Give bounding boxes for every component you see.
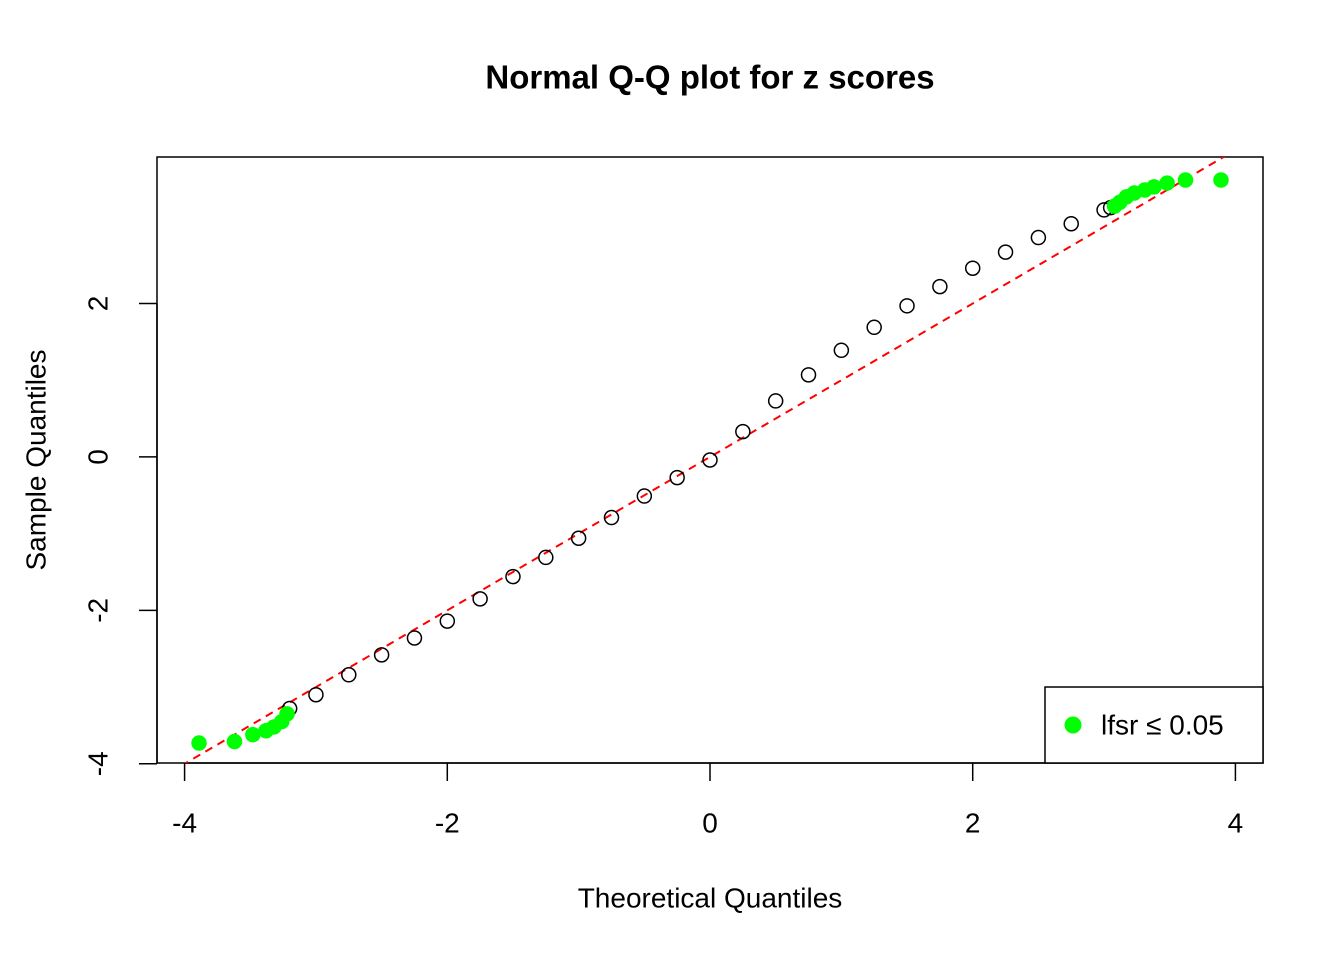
- x-tick-label: 4: [1228, 807, 1244, 838]
- point: [932, 278, 948, 295]
- y-axis-label: Sample Quantiles: [20, 349, 51, 570]
- plot-frame: [156, 156, 1264, 764]
- point: [538, 549, 554, 566]
- chart-title: Normal Q-Q plot for z scores: [485, 59, 934, 96]
- point: [636, 488, 653, 504]
- point: [603, 509, 620, 526]
- point: [308, 686, 324, 703]
- point: [373, 647, 390, 663]
- x-tick-label: 0: [702, 807, 718, 838]
- y-tick-label: 2: [82, 296, 113, 312]
- point: [1177, 172, 1194, 188]
- point: [191, 735, 207, 751]
- point: [245, 726, 261, 743]
- y-tick-label: -2: [82, 598, 113, 623]
- point: [702, 452, 718, 468]
- point: [669, 469, 685, 486]
- point: [226, 733, 243, 750]
- reference-line: [183, 157, 1226, 763]
- point: [866, 319, 882, 336]
- point: [341, 667, 357, 683]
- legend-marker: [1064, 716, 1082, 734]
- point: [800, 367, 817, 383]
- point: [833, 342, 850, 359]
- point: [1030, 229, 1047, 246]
- x-tick-label: 2: [965, 807, 981, 838]
- point: [406, 630, 423, 646]
- point: [735, 423, 751, 440]
- point: [570, 530, 587, 546]
- y-tick-label: -4: [82, 751, 113, 776]
- point: [899, 298, 915, 314]
- point: [505, 568, 521, 585]
- x-tick-label: -2: [435, 807, 460, 838]
- x-tick-label: -4: [172, 807, 197, 838]
- point: [1146, 179, 1162, 195]
- legend-label: lfsr ≤ 0.05: [1101, 709, 1224, 740]
- point: [964, 260, 981, 276]
- point: [472, 591, 488, 607]
- x-axis-label: Theoretical Quantiles: [578, 882, 843, 913]
- point: [439, 613, 456, 629]
- point: [1213, 172, 1229, 188]
- point: [997, 244, 1014, 260]
- point: [279, 706, 295, 722]
- point: [1063, 215, 1079, 232]
- point: [1159, 175, 1175, 191]
- y-tick-label: 0: [82, 449, 113, 465]
- point: [767, 393, 784, 409]
